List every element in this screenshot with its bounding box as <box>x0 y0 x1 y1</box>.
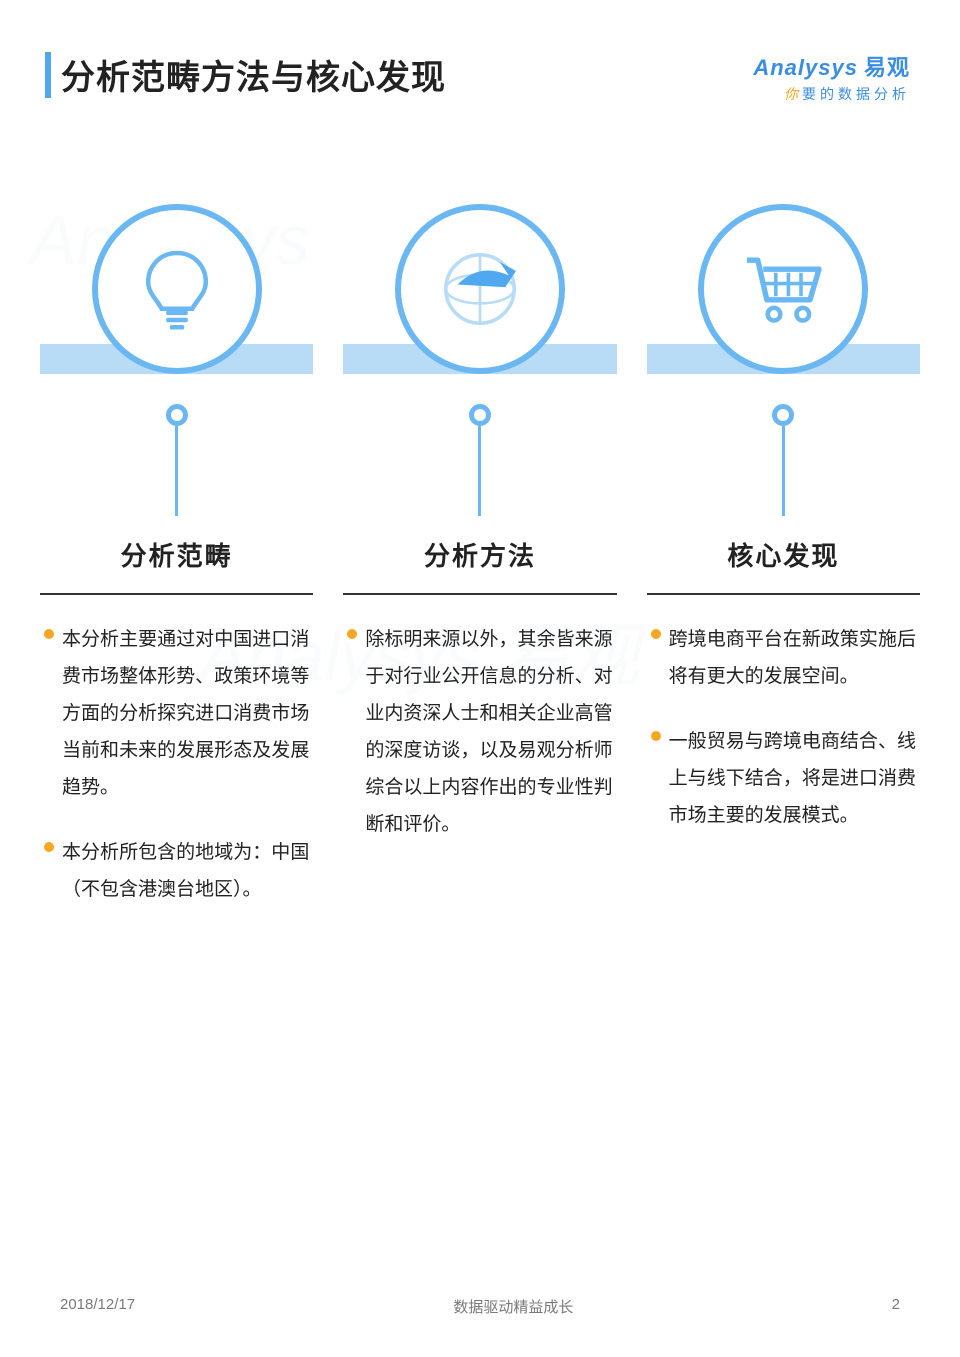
footer-date: 2018/12/17 <box>60 1296 135 1317</box>
icon-ring <box>698 204 868 374</box>
page-title: 分析范畴方法与核心发现 <box>61 50 446 99</box>
bullet-list: 跨境电商平台在新政策实施后将有更大的发展空间。 一般贸易与跨境电商结合、线上与线… <box>647 621 920 862</box>
bullet-item: 除标明来源以外，其余皆来源于对行业公开信息的分析、对业内资深人士和相关企业高管的… <box>343 621 616 843</box>
bullet-text: 本分析主要通过对中国进口消费市场整体形势、政策环境等方面的分析探究进口消费市场当… <box>62 621 309 806</box>
logo-tagline-rest: 要的数据分析 <box>802 86 910 102</box>
section-findings: 核心发现 跨境电商平台在新政策实施后将有更大的发展空间。 一般贸易与跨境电商结合… <box>647 204 920 936</box>
shopping-cart-icon <box>738 244 828 334</box>
logo-tagline: 你要的数据分析 <box>753 84 910 104</box>
logo-brand-cn: 易观 <box>864 55 910 80</box>
bullet-dot-icon <box>651 731 661 741</box>
bullet-list: 本分析主要通过对中国进口消费市场整体形势、政策环境等方面的分析探究进口消费市场当… <box>40 621 313 936</box>
connector-dot <box>772 404 794 426</box>
icon-ring <box>92 204 262 374</box>
section-title: 分析范畴 <box>121 536 233 573</box>
connector <box>772 404 794 516</box>
connector-dot <box>166 404 188 426</box>
header: 分析范畴方法与核心发现 Analysys易观 你要的数据分析 <box>0 0 960 104</box>
bullet-text: 一般贸易与跨境电商结合、线上与线下结合，将是进口消费市场主要的发展模式。 <box>669 723 916 834</box>
section-divider <box>343 593 616 595</box>
lightbulb-icon <box>132 244 222 334</box>
title-accent-bar <box>45 52 51 98</box>
title-block: 分析范畴方法与核心发现 <box>45 50 446 99</box>
bullet-text: 跨境电商平台在新政策实施后将有更大的发展空间。 <box>669 621 916 695</box>
section-title: 分析方法 <box>424 536 536 573</box>
globe-arrow-icon <box>435 244 525 334</box>
logo-block: Analysys易观 你要的数据分析 <box>753 50 910 104</box>
sections-row: 分析范畴 本分析主要通过对中国进口消费市场整体形势、政策环境等方面的分析探究进口… <box>0 104 960 936</box>
bullet-item: 跨境电商平台在新政策实施后将有更大的发展空间。 <box>647 621 920 695</box>
footer-center: 数据驱动精益成长 <box>453 1296 573 1317</box>
bullet-dot-icon <box>651 629 661 639</box>
section-scope: 分析范畴 本分析主要通过对中国进口消费市场整体形势、政策环境等方面的分析探究进口… <box>40 204 313 936</box>
icon-ring <box>395 204 565 374</box>
logo-brand-en: Analysys <box>753 55 858 80</box>
bullet-list: 除标明来源以外，其余皆来源于对行业公开信息的分析、对业内资深人士和相关企业高管的… <box>343 621 616 871</box>
bullet-text: 本分析所包含的地域为：中国（不包含港澳台地区）。 <box>62 834 309 908</box>
footer-page-number: 2 <box>892 1296 900 1317</box>
section-title: 核心发现 <box>727 536 839 573</box>
bullet-dot-icon <box>44 842 54 852</box>
connector <box>166 404 188 516</box>
section-method: 分析方法 除标明来源以外，其余皆来源于对行业公开信息的分析、对业内资深人士和相关… <box>343 204 616 936</box>
footer: 2018/12/17 数据驱动精益成长 2 <box>0 1296 960 1317</box>
bullet-item: 本分析主要通过对中国进口消费市场整体形势、政策环境等方面的分析探究进口消费市场当… <box>40 621 313 806</box>
bullet-text: 除标明来源以外，其余皆来源于对行业公开信息的分析、对业内资深人士和相关企业高管的… <box>365 621 612 843</box>
logo-tagline-prefix: 你 <box>784 86 802 102</box>
logo-main: Analysys易观 <box>753 50 910 82</box>
connector-stem <box>478 426 481 516</box>
bullet-dot-icon <box>347 629 357 639</box>
connector-dot <box>469 404 491 426</box>
bullet-item: 一般贸易与跨境电商结合、线上与线下结合，将是进口消费市场主要的发展模式。 <box>647 723 920 834</box>
bullet-dot-icon <box>44 629 54 639</box>
bullet-item: 本分析所包含的地域为：中国（不包含港澳台地区）。 <box>40 834 313 908</box>
connector-stem <box>175 426 178 516</box>
section-divider <box>40 593 313 595</box>
connector-stem <box>782 426 785 516</box>
section-divider <box>647 593 920 595</box>
connector <box>469 404 491 516</box>
